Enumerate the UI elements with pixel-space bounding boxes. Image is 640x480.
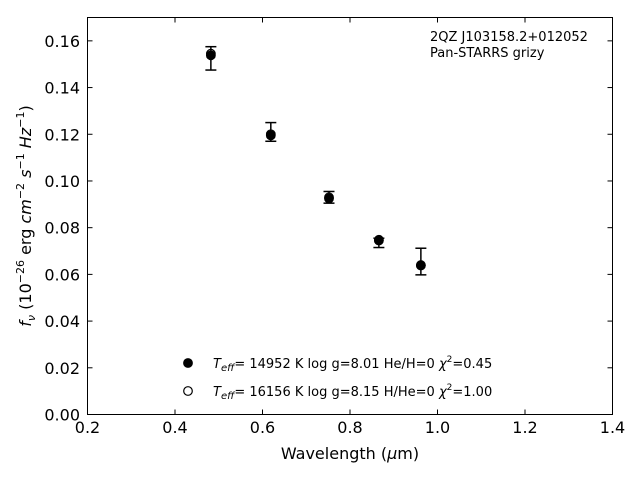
legend: Teff= 14952 K log g=8.01 He/H=0 χ2=0.45 T… <box>183 355 492 402</box>
x-tick-label: 1.2 <box>512 418 537 437</box>
y-tick-label: 0.10 <box>44 172 80 191</box>
y-tick-label: 0.04 <box>44 312 80 331</box>
x-tick-label: 0.8 <box>337 418 362 437</box>
legend-entry: Teff= 16156 K log g=8.15 H/He=0 χ2=1.00 <box>213 383 492 402</box>
x-tick-label: 0.4 <box>162 418 187 437</box>
legend-marker-open <box>183 386 193 396</box>
y-tick-label: 0.12 <box>44 125 80 144</box>
x-tick-label: 1.4 <box>600 418 625 437</box>
model-point-open <box>324 192 334 203</box>
data-marks <box>205 45 427 276</box>
y-tick-label: 0.00 <box>44 406 80 425</box>
model-point-open <box>265 129 276 140</box>
legend-entry: Teff= 14952 K log g=8.01 He/H=0 χ2=0.45 <box>213 355 492 374</box>
plot-frame <box>87 17 613 415</box>
x-axis-label: Wavelength (μm) <box>281 444 419 463</box>
y-tick-label: 0.06 <box>44 265 80 284</box>
y-tick-label: 0.16 <box>44 32 80 51</box>
y-axis-label: fν (10−26 erg cm−2 s−1 Hz−1) <box>14 105 38 326</box>
y-tick-label: 0.14 <box>44 79 80 98</box>
model-point-open <box>373 234 384 245</box>
photometry-annotation: Pan-STARRS grizy <box>430 46 545 61</box>
axis-ticks: 0.2 0.4 0.6 0.8 1.0 1.2 1.4 0.00 0.02 0.04 0.06 0.0… <box>44 17 625 437</box>
x-tick-label: 0.6 <box>250 418 275 437</box>
model-point-open <box>415 260 426 270</box>
x-tick-label: 1.0 <box>425 418 450 437</box>
model-point-open <box>205 48 216 59</box>
y-tick-label: 0.08 <box>44 219 80 238</box>
y-tick-label: 0.02 <box>44 359 80 378</box>
object-name-annotation: 2QZ J103158.2+012052 <box>430 30 588 45</box>
legend-marker-filled <box>183 358 193 368</box>
x-tick-label: 0.2 <box>75 418 100 437</box>
